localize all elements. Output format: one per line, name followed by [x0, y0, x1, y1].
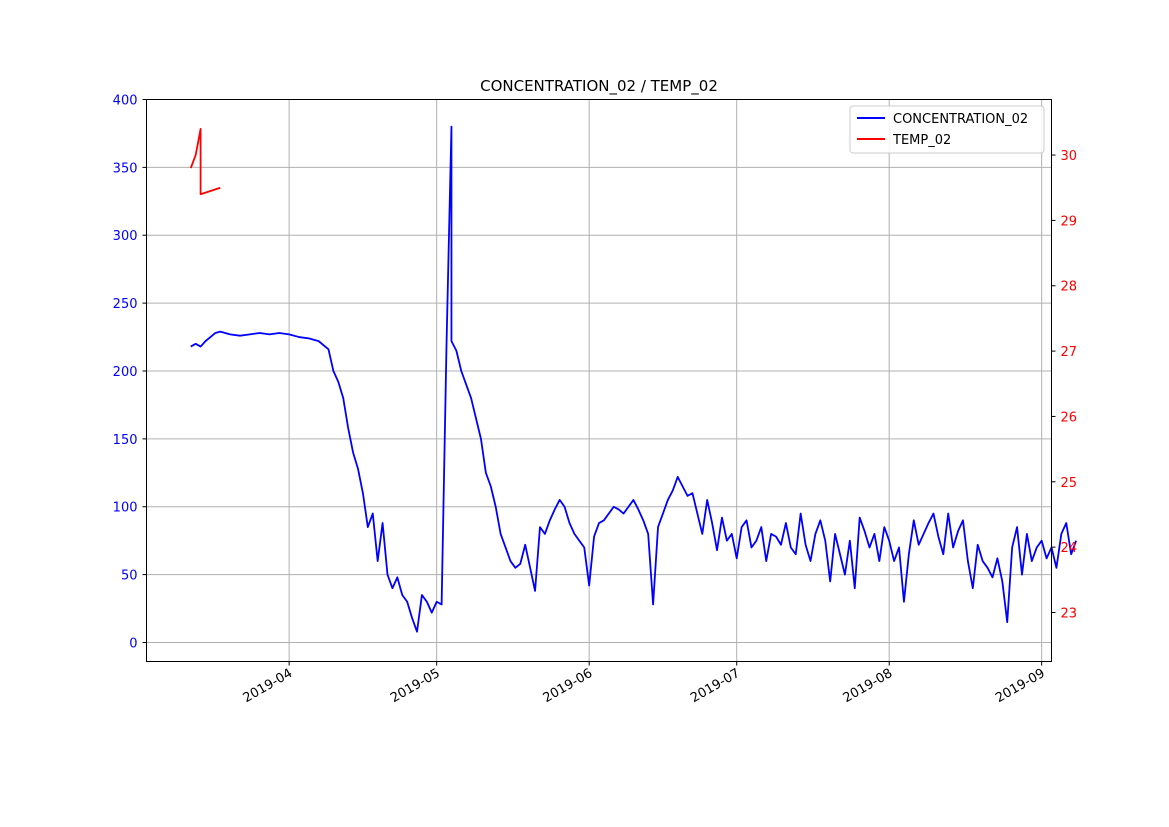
y-left-tick-label: 200: [113, 365, 138, 380]
series-line-concentration-02: [190, 125, 1077, 633]
legend-box: [849, 105, 1045, 154]
y-left-tick-label: 250: [113, 297, 138, 312]
y-right-tick-label: 27: [1061, 345, 1078, 360]
y-right-tick-label: 30: [1061, 149, 1078, 164]
y-right-tick-label: 23: [1061, 606, 1078, 621]
y-left-tick-label: 150: [113, 433, 138, 448]
y-left-tick-label: 350: [113, 161, 138, 176]
chart-title: CONCENTRATION_02 / TEMP_02: [480, 77, 718, 96]
y-axis-left: 0 50 100 150 200 250 300 350 400: [113, 94, 147, 651]
y-left-tick-label: 400: [113, 94, 138, 109]
y-left-tick-label: 50: [121, 569, 138, 584]
legend-label: TEMP_02: [892, 133, 951, 148]
y-left-tick-label: 0: [129, 636, 137, 651]
y-right-tick-label: 25: [1061, 476, 1078, 491]
legend-label: CONCENTRATION_02: [893, 112, 1028, 127]
y-right-tick-label: 29: [1061, 214, 1078, 229]
series-line-temp-02: [189, 128, 221, 196]
plot-frame: [146, 99, 1052, 662]
legend: CONCENTRATION_02 TEMP_02: [849, 105, 1045, 154]
series-lines: [189, 125, 1077, 633]
y-left-tick-label: 300: [113, 229, 138, 244]
y-axis-right: 23 24 25 26 27 28 29 30: [1051, 149, 1078, 621]
y-right-tick-label: 24: [1061, 541, 1078, 556]
y-left-tick-label: 100: [113, 501, 138, 516]
y-right-tick-label: 28: [1061, 280, 1078, 295]
y-right-tick-label: 26: [1061, 410, 1078, 425]
